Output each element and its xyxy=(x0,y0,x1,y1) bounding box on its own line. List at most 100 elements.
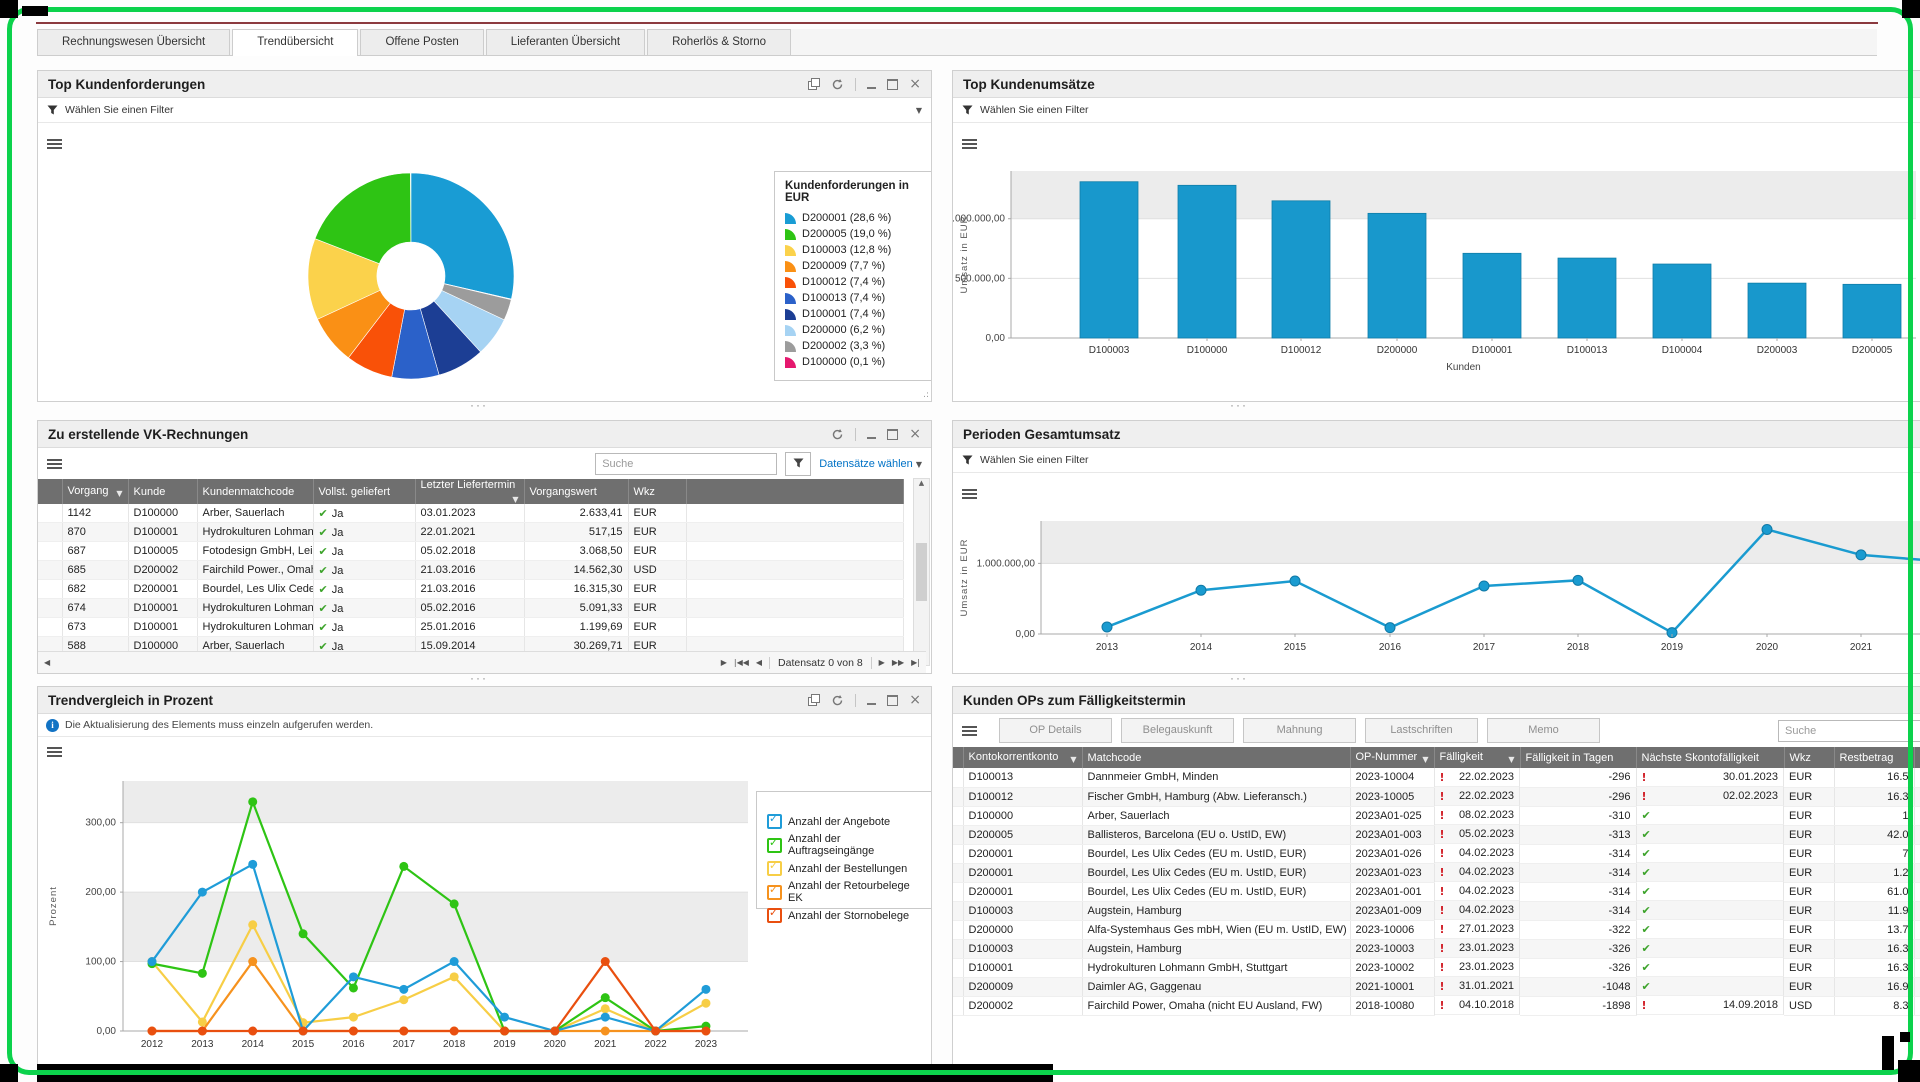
table-row[interactable]: D100003 Augstein, Hamburg 2023-10003! 23.01… xyxy=(953,939,1920,959)
column-header-6[interactable]: Wkz xyxy=(1784,747,1835,768)
chart-menu-icon[interactable] xyxy=(962,487,977,501)
table-row[interactable]: D100000 Arber, Sauerlach 2023A01-025! 08.02… xyxy=(953,806,1920,826)
trend-legend-item-0[interactable]: ✓ Anzahl der Angebote xyxy=(767,812,925,829)
table-row[interactable]: D200001 Bourdel, Les Ulix Cedes (EU m. Us… xyxy=(953,863,1920,883)
tab-4[interactable]: Roherlös & Storno xyxy=(647,29,792,55)
chart-menu-icon[interactable] xyxy=(962,137,977,151)
pie-legend-item-0[interactable]: D200001 (28,6 %) xyxy=(785,212,927,224)
popout-icon[interactable] xyxy=(808,694,821,706)
scroll-right-icon[interactable]: ▶ xyxy=(720,658,727,667)
column-header-2[interactable]: OP-Nummer ▼ xyxy=(1350,747,1435,768)
table-row[interactable]: D200001 Bourdel, Les Ulix Cedes (EU m. Us… xyxy=(953,882,1920,902)
tab-3[interactable]: Lieferanten Übersicht xyxy=(485,29,646,55)
fast-forward-icon[interactable]: ▶▶ xyxy=(891,658,905,667)
last-record-icon[interactable]: ▶| xyxy=(911,658,920,667)
pie-legend-item-7[interactable]: D200000 (6,2 %) xyxy=(785,324,927,336)
chart-menu-icon[interactable] xyxy=(47,745,62,759)
table-row[interactable]: 870 D100001 Hydrokulturen Lohman... ✔ Ja 22.0… xyxy=(38,522,904,542)
bar-chart[interactable]: 0,00 500.000,00 1.000.000,00 D100003 D100000… xyxy=(953,167,1920,379)
filter-bar[interactable]: Wählen Sie einen Filter ▼ xyxy=(38,98,931,123)
pie-legend-item-2[interactable]: D100003 (12,8 %) xyxy=(785,244,927,256)
ops-button-3[interactable]: Lastschriften xyxy=(1365,718,1478,743)
datasets-select-link[interactable]: Datensätze wählen ▼ xyxy=(819,457,922,470)
first-record-icon[interactable]: |◀◀ xyxy=(733,658,749,667)
pie-legend-item-8[interactable]: D200002 (3,3 %) xyxy=(785,340,927,352)
splitter-handle[interactable]: ··· xyxy=(1230,671,1248,685)
trend-legend-item-3[interactable]: ✓ Anzahl der Retourbelege EK xyxy=(767,880,925,904)
column-header-4[interactable]: Letzter Liefertermin ▼ xyxy=(415,479,525,504)
table-row[interactable]: D200005 Ballisteros, Barcelona (EU o. Ust… xyxy=(953,825,1920,845)
maximize-icon[interactable] xyxy=(887,428,899,440)
splitter-handle[interactable]: ··· xyxy=(470,671,488,685)
prev-record-icon[interactable]: ◀ xyxy=(755,658,763,667)
table-row[interactable]: D200002 Fairchild Power, Omaha (nicht EU … xyxy=(953,996,1920,1016)
column-header-1[interactable]: Kunde xyxy=(128,479,198,504)
ops-button-0[interactable]: OP Details xyxy=(999,718,1112,743)
pie-legend-item-1[interactable]: D200005 (19,0 %) xyxy=(785,228,927,240)
tab-0[interactable]: Rechnungswesen Übersicht xyxy=(37,29,231,55)
splitter-handle[interactable]: ··· xyxy=(470,398,488,412)
table-row[interactable]: D100013 Dannmeier GmbH, Minden 2023-10004!… xyxy=(953,768,1920,788)
series-checkbox[interactable]: ✓ xyxy=(767,836,782,853)
column-header-4[interactable]: Fälligkeit in Tagen xyxy=(1520,747,1637,768)
column-header-5[interactable]: Vorgangswert xyxy=(524,479,629,504)
chart-menu-icon[interactable] xyxy=(47,137,62,151)
pie-legend-item-3[interactable]: D200009 (7,7 %) xyxy=(785,260,927,272)
minimize-icon[interactable] xyxy=(867,79,877,89)
table-row[interactable]: 1142 D100000 Arber, Sauerlach ✔ Ja 03.01.2023… xyxy=(38,504,904,523)
splitter-handle[interactable]: ··· xyxy=(1230,398,1248,412)
popout-icon[interactable] xyxy=(808,78,821,90)
search-input[interactable] xyxy=(595,452,778,475)
table-row[interactable]: 673 D100001 Hydrokulturen Lohman... ✔ Ja 25.0… xyxy=(38,617,904,637)
trend-chart[interactable]: 0,00 100,00 200,00 300,00 2012 2013 2014 2015 20… xyxy=(38,765,931,1075)
refresh-icon[interactable] xyxy=(831,78,844,91)
filter-bar[interactable]: Wählen Sie einen Filter xyxy=(953,98,1920,123)
close-icon[interactable]: × xyxy=(909,76,921,92)
column-header-3[interactable]: Vollst. geliefert xyxy=(313,479,416,504)
tab-1[interactable]: Trendübersicht xyxy=(232,29,359,56)
resize-grip[interactable]: .: xyxy=(923,390,929,400)
trend-legend-item-2[interactable]: ✓ Anzahl der Bestellungen xyxy=(767,859,925,876)
column-header-0[interactable]: Vorgang ▼ xyxy=(62,479,129,504)
table-row[interactable]: D200009 Daimler AG, Gaggenau 2021-10001! 31… xyxy=(953,977,1920,997)
pie-legend-item-6[interactable]: D100001 (7,4 %) xyxy=(785,308,927,320)
filter-bar[interactable]: Wählen Sie einen Filter xyxy=(953,448,1920,473)
scrollbar-thumb[interactable] xyxy=(916,543,927,601)
next-record-icon[interactable]: ▶ xyxy=(878,658,885,667)
column-header-5[interactable]: Nächste Skontofälligkeit xyxy=(1636,747,1785,768)
column-header-0[interactable]: Kontokorrentkonto ▼ xyxy=(963,747,1083,768)
maximize-icon[interactable] xyxy=(887,694,899,706)
table-row[interactable]: D100003 Augstein, Hamburg 2023A01-009! 04.0… xyxy=(953,901,1920,921)
maximize-icon[interactable] xyxy=(887,78,899,90)
pie-chart[interactable] xyxy=(296,161,526,391)
trend-legend-item-1[interactable]: ✓ Anzahl der Auftragseingänge xyxy=(767,833,925,857)
series-checkbox[interactable]: ✓ xyxy=(767,812,782,829)
table-menu-icon[interactable] xyxy=(47,457,62,471)
close-icon[interactable]: × xyxy=(909,692,921,708)
pie-legend-item-4[interactable]: D100012 (7,4 %) xyxy=(785,276,927,288)
series-checkbox[interactable]: ✓ xyxy=(767,859,782,876)
scroll-left-icon[interactable]: ◀ xyxy=(44,658,51,667)
table-row[interactable]: 687 D100005 Fotodesign GmbH, Lei... ✔ Ja 05.0… xyxy=(38,541,904,561)
vertical-scrollbar[interactable]: ▲▼ xyxy=(913,478,930,666)
pie-legend-item-9[interactable]: D100000 (0,1 %) xyxy=(785,356,927,368)
series-checkbox[interactable]: ✓ xyxy=(767,883,782,900)
table-row[interactable]: 674 D100001 Hydrokulturen Lohman... ✔ Ja 05.0… xyxy=(38,598,904,618)
column-header-1[interactable]: Matchcode xyxy=(1082,747,1351,768)
ops-button-1[interactable]: Belegauskunft xyxy=(1121,718,1234,743)
trend-legend-item-4[interactable]: ✓ Anzahl der Stornobelege xyxy=(767,906,925,923)
refresh-icon[interactable] xyxy=(831,694,844,707)
column-header-7[interactable]: Restbetrag xyxy=(1834,747,1915,768)
search-input[interactable] xyxy=(1778,719,1920,742)
minimize-icon[interactable] xyxy=(867,695,877,705)
pie-legend-item-5[interactable]: D100013 (7,4 %) xyxy=(785,292,927,304)
table-row[interactable]: D100001 Hydrokulturen Lohmann GmbH, Stutt… xyxy=(953,958,1920,978)
filter-button[interactable] xyxy=(785,451,812,476)
line-chart[interactable]: 0,00 1.000.000,00 2013 2014 2015 2016 2017 2018… xyxy=(953,517,1920,667)
series-checkbox[interactable]: ✓ xyxy=(767,906,782,923)
column-header-3[interactable]: Fälligkeit ▼ xyxy=(1434,747,1521,768)
table-row[interactable]: D200001 Bourdel, Les Ulix Cedes (EU m. Us… xyxy=(953,844,1920,864)
ops-button-4[interactable]: Memo xyxy=(1487,718,1600,743)
